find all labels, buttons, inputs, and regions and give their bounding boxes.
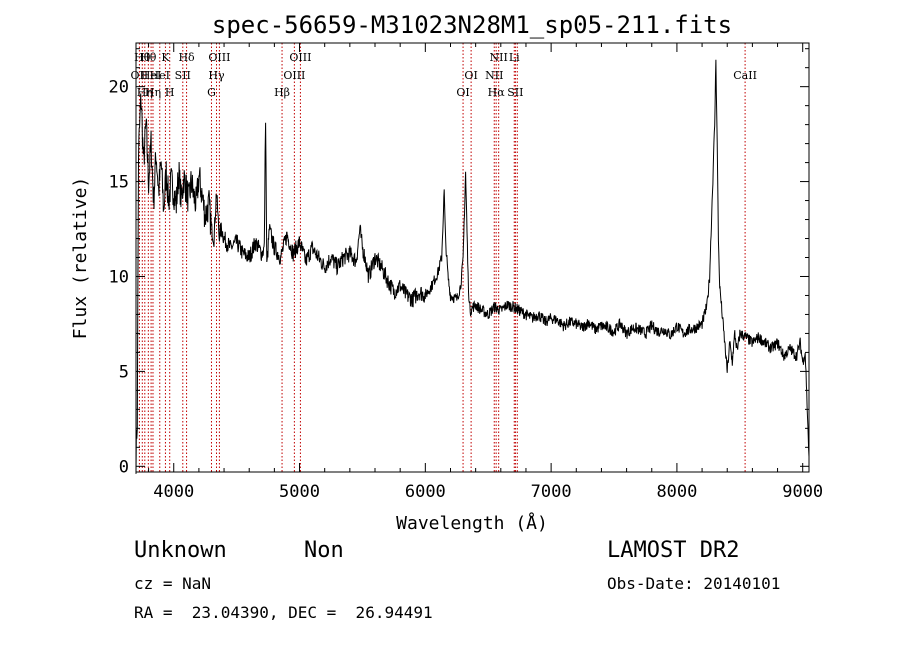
x-tick-label: 5000 bbox=[279, 482, 320, 502]
spectral-line-label: OI bbox=[464, 69, 477, 82]
spectral-line-label: NII bbox=[490, 51, 508, 64]
spectral-line-label: NII bbox=[485, 69, 503, 82]
spectral-line-label: SII bbox=[175, 69, 191, 82]
y-tick-label: 0 bbox=[119, 457, 129, 477]
y-axis-label: Flux (relative) bbox=[70, 177, 91, 340]
redshift-cz: cz = NaN bbox=[134, 574, 212, 593]
spectral-line-label: Hη bbox=[145, 86, 161, 99]
spectral-line-label: Hδ bbox=[178, 51, 195, 64]
survey-name: LAMOST DR2 bbox=[607, 538, 740, 563]
x-axis-label: Wavelength (Å) bbox=[396, 512, 548, 534]
spectral-line-label: OIII bbox=[208, 51, 230, 64]
y-tick-label: 5 bbox=[119, 362, 129, 382]
x-tick-label: 6000 bbox=[405, 482, 446, 502]
spectral-line-label: Hα bbox=[488, 86, 506, 99]
spectral-line-labels: OIIHθHηHθHeIHηHeIKHSIIHδGHγOIIIHβOIIIOII… bbox=[131, 51, 757, 99]
chart-title: spec-56659-M31023N28M1_sp05-211.fits bbox=[212, 11, 732, 39]
x-tick-label: 4000 bbox=[153, 482, 194, 502]
spectral-line-label: OII bbox=[131, 69, 149, 82]
observation-date: Obs-Date: 20140101 bbox=[607, 574, 781, 593]
spectrum-series-line bbox=[135, 59, 810, 474]
x-tick-label: 8000 bbox=[656, 482, 697, 502]
spectral-line-label: CaII bbox=[733, 69, 757, 82]
plot-frame bbox=[135, 42, 810, 473]
object-class: Unknown bbox=[134, 538, 227, 563]
spectral-line-label: OI bbox=[456, 86, 469, 99]
coordinates: RA = 23.04390, DEC = 26.94491 bbox=[134, 603, 433, 622]
spectral-line-label: SII bbox=[507, 86, 523, 99]
spectral-line-label: OIII bbox=[283, 69, 305, 82]
x-tick-label: 7000 bbox=[531, 482, 572, 502]
y-tick-label: 20 bbox=[109, 78, 129, 98]
y-axis-ticks: 0 5 10 15 20 bbox=[109, 48, 809, 477]
spectral-line-label: HeI bbox=[150, 69, 170, 82]
spectral-line-label: Hθ bbox=[140, 51, 157, 64]
y-tick-label: 15 bbox=[109, 173, 129, 193]
spectral-line-label: OIII bbox=[289, 51, 311, 64]
spectral-line-markers bbox=[138, 43, 746, 472]
spectral-line-label: H bbox=[165, 86, 175, 99]
spectral-line-label: Hγ bbox=[208, 69, 225, 82]
x-axis-ticks: 4000 5000 6000 7000 8000 9000 bbox=[148, 43, 823, 502]
x-tick-label: 9000 bbox=[782, 482, 823, 502]
spectral-line-label: K bbox=[161, 51, 170, 64]
spectral-line-label: G bbox=[207, 86, 216, 99]
spectral-line-label: Hβ bbox=[274, 86, 290, 99]
spectral-line-label: Hθ bbox=[134, 51, 151, 64]
y-tick-label: 10 bbox=[109, 267, 129, 287]
spectral-line-label: HeI bbox=[141, 69, 161, 82]
object-subclass: Non bbox=[304, 538, 344, 563]
spectral-line-label: Li bbox=[509, 51, 520, 64]
